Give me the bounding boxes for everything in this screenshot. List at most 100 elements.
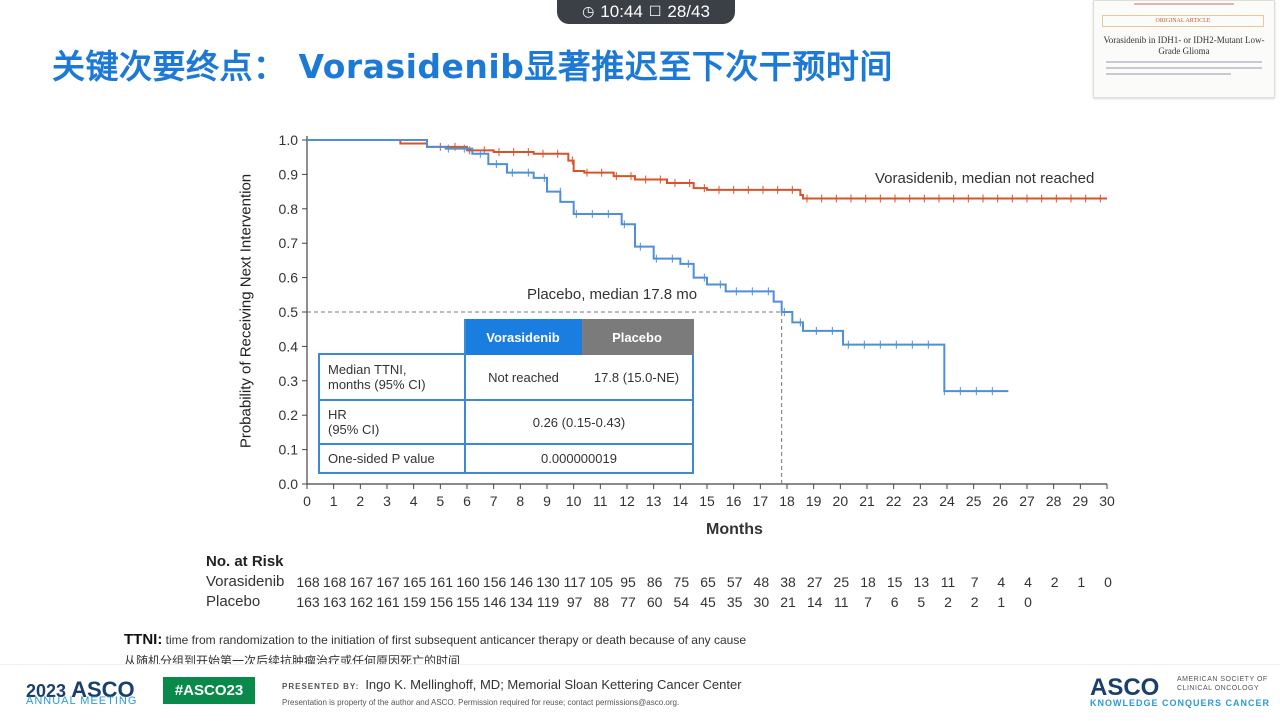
permission-note: Presentation is property of the author a…	[282, 698, 680, 707]
placebo-annotation: Placebo, median 17.8 mo	[527, 286, 698, 303]
risk-value: 155	[456, 594, 480, 610]
x-tick-label: 18	[779, 493, 795, 509]
risk-value: 15	[886, 574, 903, 590]
x-tick-label: 22	[886, 493, 902, 509]
meeting-asco: ASCO	[71, 677, 135, 702]
x-tick-label: 29	[1073, 493, 1089, 509]
risk-value: 5	[917, 594, 926, 610]
row-label-hr: HR (95% CI)	[318, 399, 466, 445]
table-row: Median TTNI, months (95% CI) Not reached …	[318, 353, 694, 401]
risk-value: 161	[429, 574, 454, 590]
risk-value: 97	[566, 594, 583, 610]
risk-value: 75	[673, 574, 690, 590]
risk-value: 4	[1024, 574, 1032, 590]
table-row: HR (95% CI) 0.26 (0.15-0.43)	[318, 399, 694, 445]
risk-value: 54	[673, 594, 690, 610]
x-tick-label: 26	[993, 493, 1009, 509]
risk-value: 38	[780, 574, 796, 590]
x-tick-label: 23	[913, 493, 929, 509]
risk-value: 13	[913, 574, 930, 590]
x-tick-label: 17	[753, 493, 769, 509]
x-tick-label: 20	[833, 493, 849, 509]
journal-header-line	[1134, 3, 1234, 5]
risk-value: 163	[296, 594, 320, 610]
risk-value: 167	[376, 574, 400, 590]
risk-label-vorasidenib: Vorasidenib	[206, 573, 285, 590]
author-lines	[1106, 61, 1262, 79]
risk-value: 21	[780, 594, 796, 610]
risk-value: 2	[1050, 574, 1059, 590]
risk-value: 159	[402, 594, 427, 610]
risk-value: 156	[429, 594, 454, 610]
x-tick-label: 13	[646, 493, 662, 509]
header-vorasidenib: Vorasidenib	[464, 319, 582, 355]
risk-value: 57	[726, 574, 743, 590]
risk-value: 161	[376, 594, 400, 610]
y-tick-label: 0.7	[279, 235, 299, 251]
risk-value: 163	[322, 594, 347, 610]
x-tick-label: 3	[383, 493, 391, 509]
risk-value: 45	[700, 594, 716, 610]
risk-value: 6	[890, 594, 899, 610]
y-axis-title: Probability of Receiving Next Interventi…	[237, 173, 255, 449]
risk-value: 134	[509, 594, 534, 610]
presenter-line: PRESENTED BY: Ingo K. Mellinghoff, MD; Me…	[282, 677, 742, 692]
risk-value: 86	[646, 574, 663, 590]
risk-value: 77	[620, 594, 636, 610]
p-value: 0.000000019	[464, 443, 694, 474]
stats-table: Vorasidenib Placebo Median TTNI, months (…	[318, 319, 694, 474]
y-tick-label: 0.5	[279, 304, 299, 320]
y-tick-label: 0.9	[279, 166, 299, 182]
x-tick-label: 11	[593, 493, 608, 509]
risk-value: 18	[860, 574, 876, 590]
paper-thumbnail: ORIGINAL ARTICLE Vorasidenib in IDH1- or…	[1093, 0, 1275, 98]
median-reference	[307, 311, 783, 484]
row-label-median: Median TTNI, months (95% CI)	[318, 353, 466, 401]
chart-axes	[302, 136, 1108, 489]
ttni-definition: TTNI: time from randomization to the ini…	[124, 631, 746, 648]
annual-meeting-label: ANNUAL MEETING	[26, 695, 138, 707]
x-tick-label: 12	[619, 493, 635, 509]
risk-value: 1	[997, 594, 1006, 610]
risk-value: 165	[402, 574, 427, 590]
row-label-pvalue: One-sided P value	[318, 443, 466, 474]
x-tick-label: 0	[303, 493, 311, 509]
risk-table-title: No. at Risk	[206, 553, 284, 570]
risk-value: 162	[349, 594, 374, 610]
tick-labels: 0.00.10.20.30.40.50.60.70.80.91.00 1 2 3 4 5 6…	[279, 132, 1115, 509]
risk-value: 117	[563, 574, 586, 590]
risk-value: 60	[646, 594, 663, 610]
x-tick-label: 8	[516, 493, 524, 509]
paper-title: Vorasidenib in IDH1- or IDH2-Mutant Low-…	[1103, 35, 1265, 56]
x-tick-label: 21	[859, 493, 875, 509]
risk-value: 2	[944, 594, 952, 610]
risk-value: 65	[700, 574, 716, 590]
risk-value: 88	[593, 594, 610, 610]
risk-value: 105	[589, 574, 614, 590]
x-tick-label: 19	[806, 493, 822, 509]
risk-value: 11	[834, 594, 849, 610]
risk-value: 160	[456, 574, 480, 590]
y-tick-label: 0.2	[279, 407, 299, 423]
ttni-text: time from randomization to the initiatio…	[165, 633, 747, 647]
risk-value: 48	[753, 574, 770, 590]
y-tick-label: 1.0	[279, 132, 299, 148]
x-tick-label: 25	[966, 493, 982, 509]
tagline: KNOWLEDGE CONQUERS CANCER	[1090, 698, 1271, 708]
y-tick-label: 0.0	[279, 476, 299, 492]
risk-value: 0	[1104, 574, 1112, 590]
x-tick-label: 16	[726, 493, 742, 509]
x-axis-title: Months	[706, 521, 763, 538]
x-tick-label: 14	[673, 493, 689, 509]
risk-value: 11	[940, 574, 956, 590]
x-tick-label: 2	[356, 493, 364, 509]
x-tick-label: 27	[1019, 493, 1035, 509]
risk-value: 7	[970, 574, 979, 590]
risk-value: 4	[997, 574, 1006, 590]
y-tick-label: 0.1	[279, 442, 299, 458]
risk-value: 168	[322, 574, 347, 590]
risk-value: 156	[482, 574, 507, 590]
table-row: One-sided P value 0.000000019	[318, 443, 694, 474]
slide-counter-bar: ◷ 10:44 ☐ 28/43	[557, 0, 735, 24]
